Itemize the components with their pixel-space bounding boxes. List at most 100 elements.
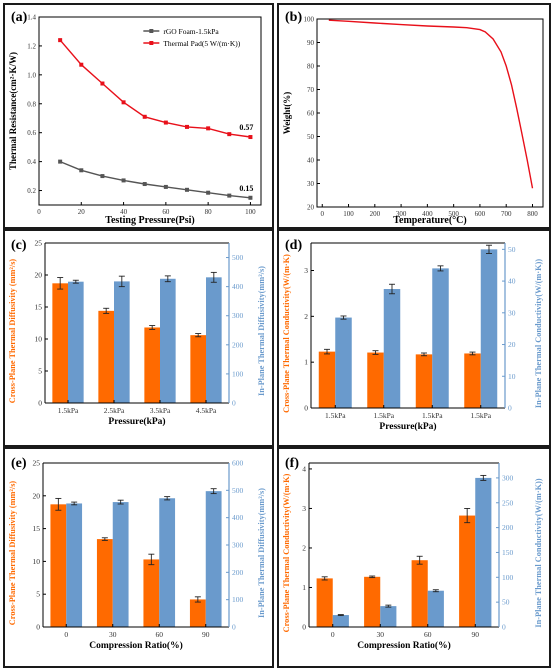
bar-cross-plane-f: [316, 578, 333, 627]
y-tick-label-c: 0: [38, 399, 42, 408]
data-point-a-0: [227, 193, 232, 198]
x-tick-label-b: 700: [501, 210, 512, 218]
y-tick-label-a: 0.8: [27, 100, 36, 108]
legend-label-a: rGO Foam-1.5kPa: [163, 27, 219, 36]
y2-tick-label-e: 600: [232, 459, 244, 468]
panel-c: 0 5 10 15 20 25 0 100 200 300 400 500 1.5kPa 2.5kPa 3.…: [3, 229, 274, 447]
x-tick-label-c: 4.5kPa: [196, 406, 217, 415]
bar-in-plane-f: [427, 590, 444, 627]
x-tick-label-d: 1.5kPa: [373, 411, 394, 420]
bar-cross-plane-d: [464, 353, 481, 408]
data-point-a-0: [79, 168, 84, 173]
bar-cross-plane-d: [318, 351, 336, 408]
plot-frame-b: [316, 18, 544, 208]
x-tick-label-a: 20: [78, 208, 86, 216]
bar-in-plane-f: [380, 606, 397, 627]
y-tick-label-e: 20: [33, 491, 41, 500]
y-axis-label-d: Cross-Plane Thermal Conductivity(W/(m·K): [282, 254, 291, 413]
y2-tick-label-d: 30: [508, 308, 516, 317]
y-axis-label-c: Cross-Plane Thermal Diffusivity (mm²/s): [8, 259, 17, 404]
bar-cross-plane-c: [98, 310, 114, 403]
y2-tick-label-d: 50: [508, 245, 516, 254]
y2-tick-label-f: 200: [502, 523, 514, 532]
panel-tag-e: (e): [11, 456, 27, 471]
y-tick-label-f: 0: [302, 623, 306, 632]
bar-in-plane-e: [159, 498, 176, 627]
data-point-a-1: [206, 126, 211, 131]
y2-tick-label-e: 400: [232, 513, 244, 522]
chart-b: 20 30 40 50 60 70 80 90 100 0 100 200 300 400 500 600 70…: [282, 10, 544, 226]
y2-tick-label-e: 0: [232, 623, 236, 632]
y-tick-label-e: 25: [33, 459, 41, 468]
panel-f: 0 1 2 3 4 0 50 100 150 200 250 300 0 30 60 90 (f) Compres…: [277, 447, 551, 668]
x-tick-label-f: 30: [377, 630, 385, 639]
y-tick-label-f: 4: [302, 464, 306, 473]
y2-axis-label-f: In-Plane Thermal Conductivity(W/(m·K)): [534, 478, 543, 627]
x-tick-label-a: 40: [120, 208, 128, 216]
y-tick-label-e: 0: [36, 623, 40, 632]
data-point-a-0: [58, 159, 63, 164]
bar-in-plane-e: [66, 503, 83, 627]
legend-marker-a: [149, 41, 154, 45]
bar-cross-plane-e: [189, 599, 206, 627]
y-tick-label-c: 20: [35, 271, 43, 280]
x-tick-label-b: 600: [475, 210, 486, 218]
bar-in-plane-d: [432, 268, 449, 408]
annotation-a: 0.57: [239, 123, 253, 132]
x-tick-label-d: 1.5kPa: [470, 411, 491, 420]
x-axis-label-a: Testing Pressure(Psi): [105, 215, 195, 226]
x-tick-label-b: 800: [527, 210, 538, 218]
y2-tick-label-d: 40: [508, 277, 516, 286]
y-axis-label-f: Cross-Plane Thermal Conductivity(W/(m·K): [282, 473, 291, 632]
x-tick-label-e: 90: [202, 630, 210, 639]
x-tick-label-a: 100: [245, 208, 256, 216]
bar-cross-plane-e: [143, 559, 160, 627]
y2-tick-label-f: 300: [502, 473, 514, 482]
bar-cross-plane-c: [144, 327, 160, 403]
y-tick-label-a: 1.0: [27, 71, 36, 79]
y2-tick-label-f: 0: [502, 623, 506, 632]
bar-cross-plane-e: [96, 539, 113, 627]
x-axis-label-e: Compression Ratio(%): [89, 640, 183, 651]
bar-in-plane-f: [332, 615, 349, 627]
y-tick-label-c: 5: [38, 367, 42, 376]
chart-a: 0.2 0.4 0.6 0.8 1.0 1.2 1.4 0 20 40 60 80 100 0.57 0.1…: [8, 10, 262, 226]
y2-tick-label-c: 100: [232, 369, 244, 378]
data-point-a-0: [100, 174, 105, 179]
y-tick-label-e: 10: [33, 557, 41, 566]
series-line-b-0: [328, 19, 534, 189]
y-tick-label-b: 100: [304, 16, 315, 24]
x-tick-label-b: 100: [343, 210, 354, 218]
y2-tick-label-f: 100: [502, 573, 514, 582]
bar-in-plane-c: [206, 277, 222, 403]
y2-tick-label-e: 500: [232, 486, 244, 495]
x-tick-label-a: 60: [162, 208, 170, 216]
legend-label-a: Thermal Pad(5 W/(m·K)): [163, 39, 240, 48]
y-tick-label-c: 25: [35, 239, 43, 248]
bar-cross-plane-d: [415, 354, 433, 408]
data-point-a-0: [121, 178, 126, 183]
x-tick-label-e: 60: [156, 630, 164, 639]
y-tick-label-c: 15: [35, 303, 43, 312]
data-point-a-1: [121, 100, 126, 105]
y-tick-label-f: 1: [302, 583, 306, 592]
bar-cross-plane-f: [364, 576, 381, 627]
y-tick-label-d: 0: [304, 404, 308, 413]
x-tick-label-c: 3.5kPa: [150, 406, 171, 415]
y2-tick-label-d: 20: [508, 340, 516, 349]
annotation-a: 0.15: [239, 184, 253, 193]
y2-tick-label-d: 10: [508, 372, 516, 381]
x-tick-label-f: 0: [331, 630, 335, 639]
y-tick-label-a: 0.4: [27, 158, 36, 166]
bar-in-plane-f: [475, 477, 492, 627]
y2-tick-label-f: 150: [502, 548, 514, 557]
panel-tag-d: (d): [285, 238, 302, 253]
bar-in-plane-e: [205, 491, 222, 627]
panel-b: 20 30 40 50 60 70 80 90 100 0 100 200 300 400 500 600 70…: [277, 3, 551, 229]
data-point-a-0: [163, 184, 168, 189]
x-tick-label-b: 0: [321, 210, 325, 218]
y2-tick-label-c: 300: [232, 311, 244, 320]
y2-tick-label-e: 200: [232, 568, 244, 577]
y-tick-label-a: 0.2: [27, 187, 36, 195]
